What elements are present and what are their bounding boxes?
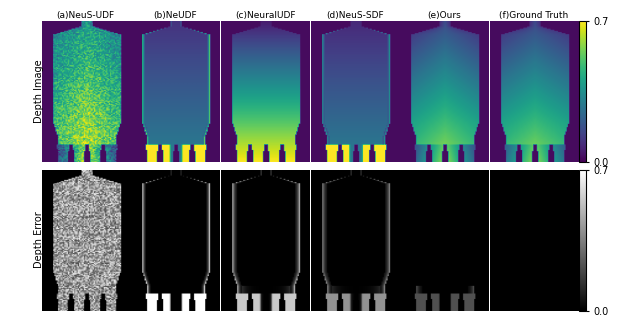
Title: (e)Ours: (e)Ours (428, 11, 461, 20)
Title: (a)NeuS-UDF: (a)NeuS-UDF (57, 11, 115, 20)
Title: (f)Ground Truth: (f)Ground Truth (499, 11, 568, 20)
Y-axis label: Depth Image: Depth Image (34, 59, 44, 123)
Y-axis label: Depth Error: Depth Error (34, 212, 44, 268)
Title: (d)NeuS-SDF: (d)NeuS-SDF (326, 11, 383, 20)
Title: (b)NeUDF: (b)NeUDF (154, 11, 197, 20)
Title: (c)NeuralUDF: (c)NeuralUDF (235, 11, 295, 20)
